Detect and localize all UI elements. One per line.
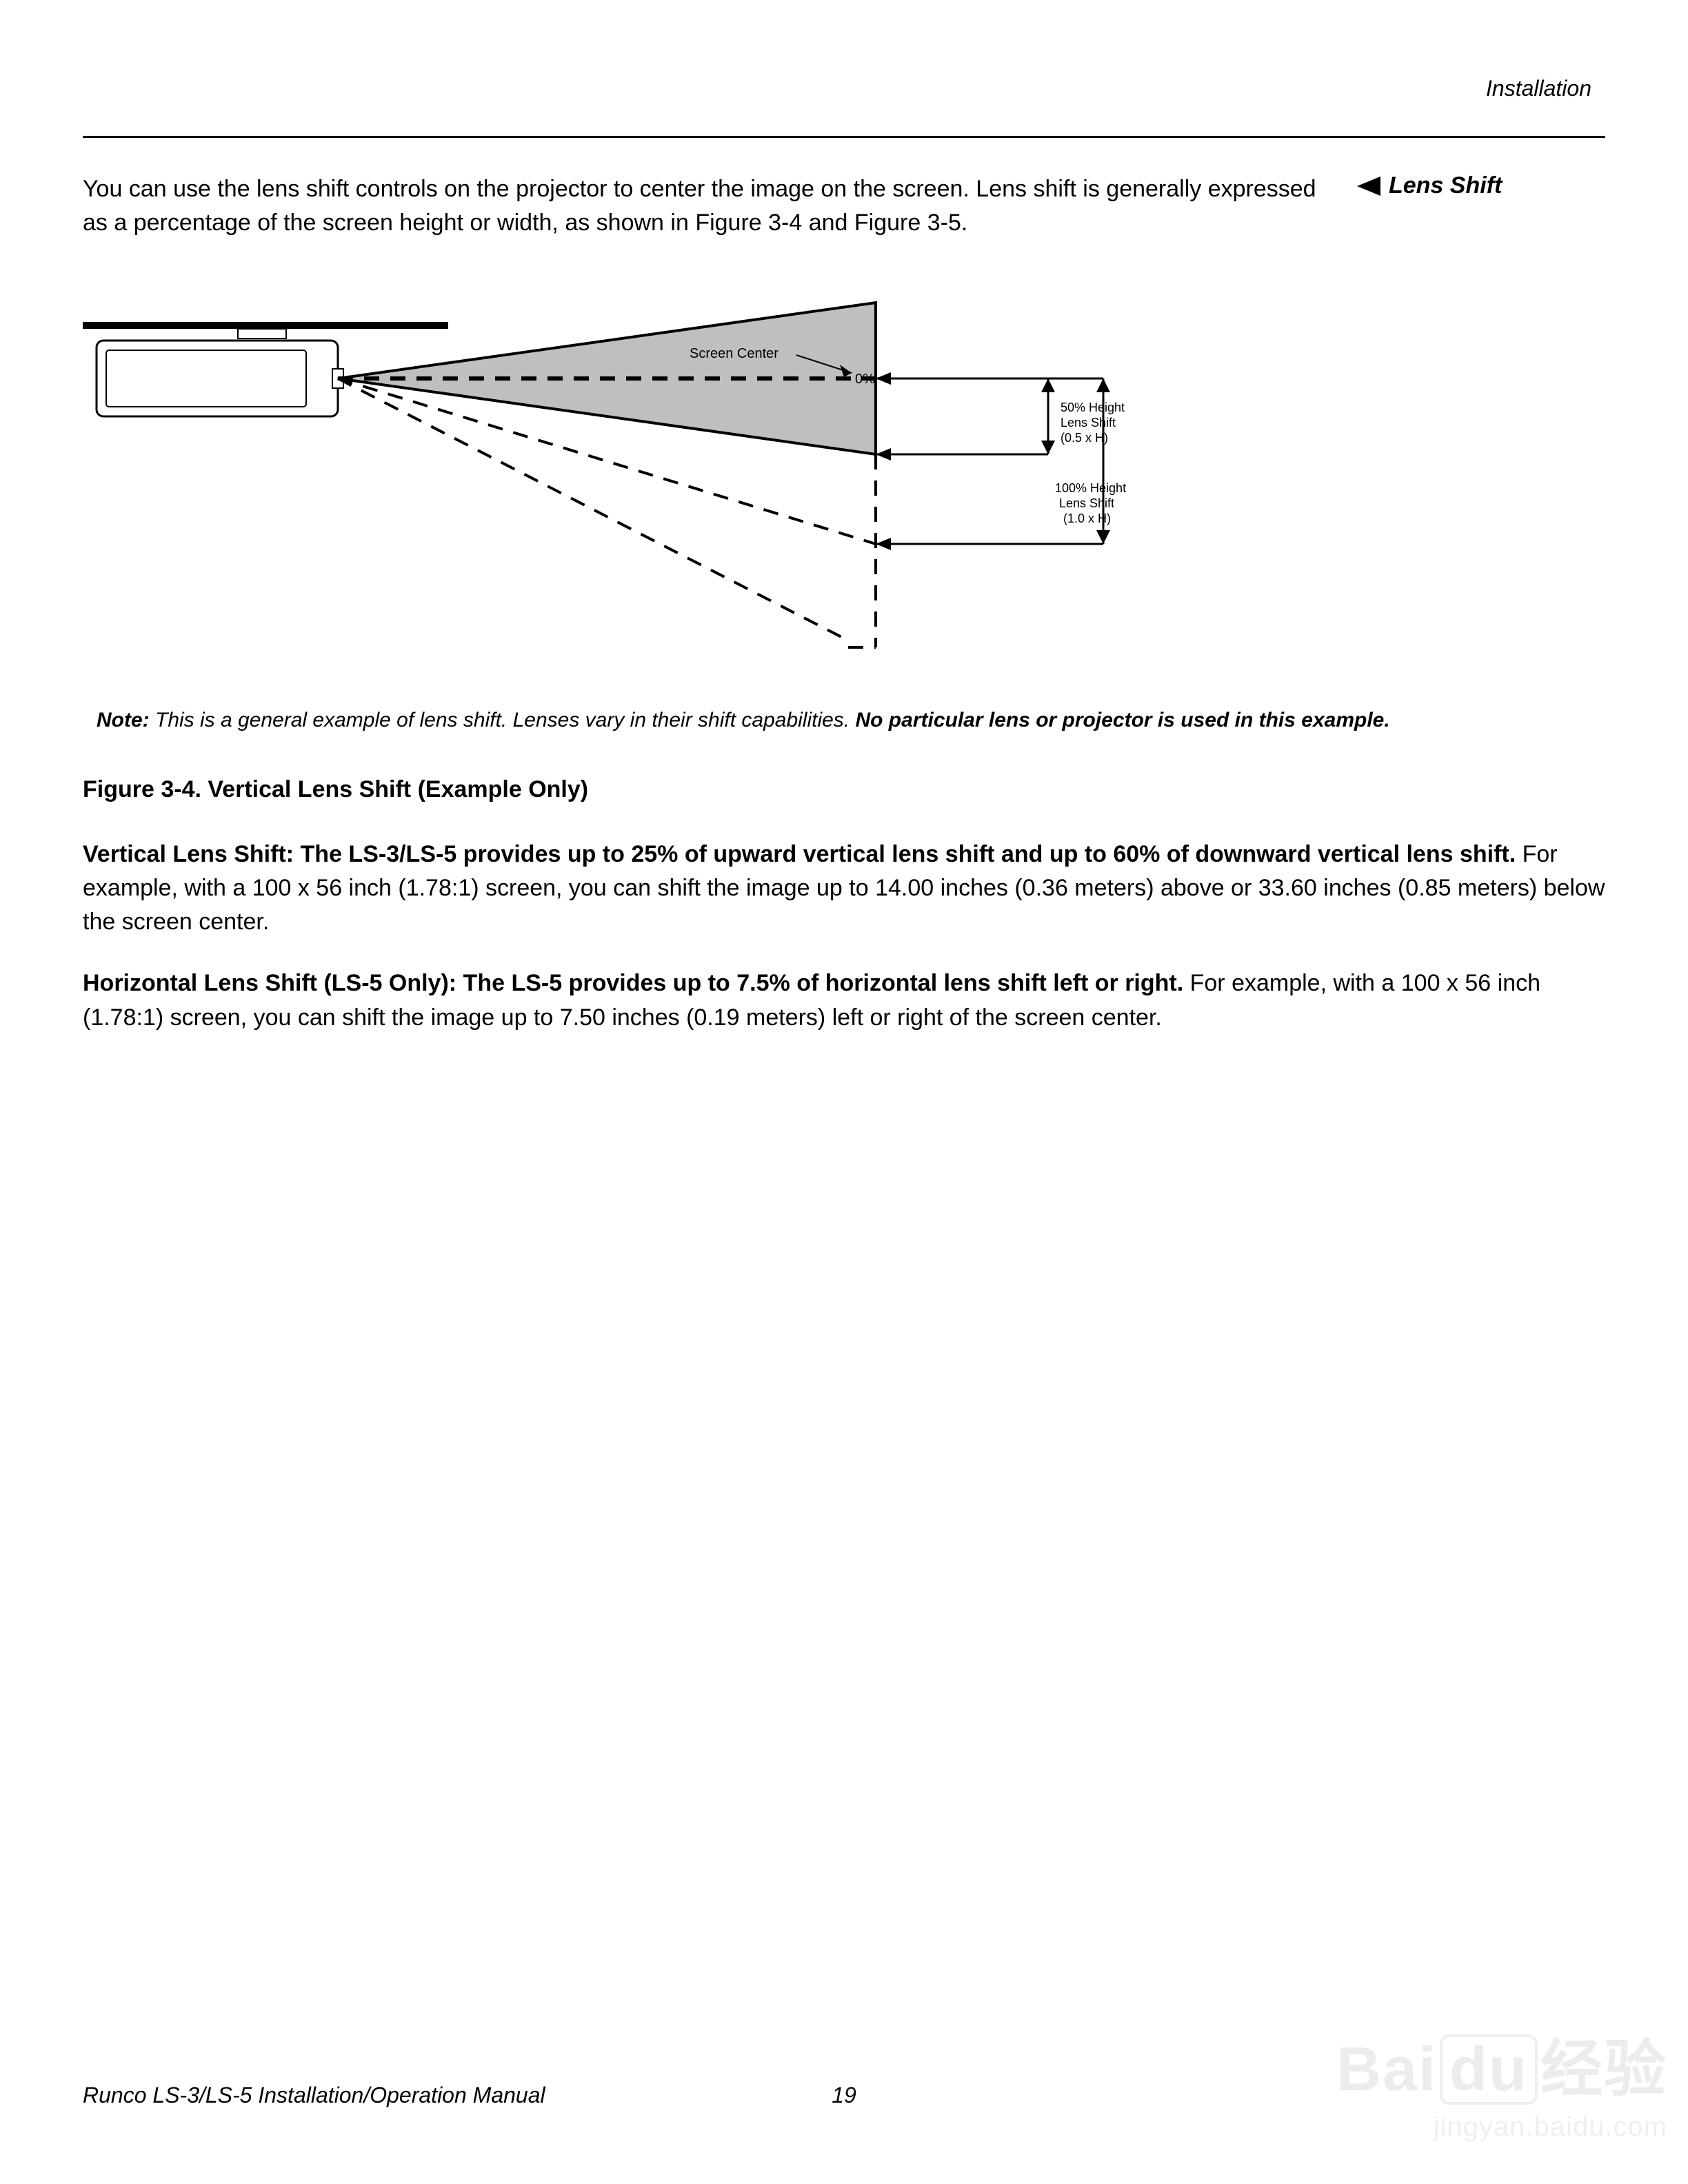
note-trail: No particular lens or projector is used … bbox=[855, 709, 1389, 731]
watermark-url: jingyan.baidu.com bbox=[1336, 2112, 1667, 2143]
svg-text:0%: 0% bbox=[855, 372, 875, 387]
svg-text:100% Height: 100% Height bbox=[1055, 481, 1126, 495]
horizontal-shift-bold: Horizontal Lens Shift (LS-5 Only): The L… bbox=[83, 970, 1183, 996]
note-body: This is a general example of lens shift.… bbox=[150, 709, 856, 731]
figure-caption: Figure 3-4. Vertical Lens Shift (Example… bbox=[83, 776, 1605, 803]
vertical-shift-paragraph: Vertical Lens Shift: The LS-3/LS-5 provi… bbox=[83, 838, 1605, 940]
vertical-shift-bold: Vertical Lens Shift: The LS-3/LS-5 provi… bbox=[83, 841, 1516, 867]
svg-text:Screen Center: Screen Center bbox=[690, 346, 778, 361]
section-header: Installation bbox=[83, 76, 1605, 101]
triangle-left-icon bbox=[1357, 176, 1380, 196]
intro-paragraph: You can use the lens shift controls on t… bbox=[83, 172, 1329, 241]
side-heading-text: Lens Shift bbox=[1389, 172, 1502, 199]
lens-shift-diagram: Screen Center 0% 50% Height Lens Shift (0.5 … bbox=[83, 289, 1605, 678]
side-heading-lens-shift: Lens Shift bbox=[1357, 172, 1605, 199]
svg-text:50% Height: 50% Height bbox=[1061, 401, 1125, 414]
watermark: Baidu经验 jingyan.baidu.com bbox=[1336, 2034, 1667, 2143]
svg-text:(1.0 x H): (1.0 x H) bbox=[1063, 512, 1111, 525]
horizontal-shift-paragraph: Horizontal Lens Shift (LS-5 Only): The L… bbox=[83, 967, 1605, 1035]
watermark-cn: 经验 bbox=[1540, 2035, 1667, 2104]
watermark-du: du bbox=[1440, 2034, 1538, 2105]
svg-text:Lens Shift: Lens Shift bbox=[1061, 416, 1116, 429]
svg-text:(0.5 x H): (0.5 x H) bbox=[1061, 431, 1108, 445]
watermark-bai: Bai bbox=[1336, 2035, 1437, 2104]
divider-top bbox=[83, 136, 1605, 138]
footer-title: Runco LS-3/LS-5 Installation/Operation M… bbox=[83, 2083, 545, 2108]
note-text: Note: This is a general example of lens … bbox=[97, 706, 1591, 735]
svg-text:Lens Shift: Lens Shift bbox=[1059, 496, 1114, 510]
note-lead: Note: bbox=[97, 709, 150, 731]
footer-page-number: 19 bbox=[832, 2083, 856, 2108]
